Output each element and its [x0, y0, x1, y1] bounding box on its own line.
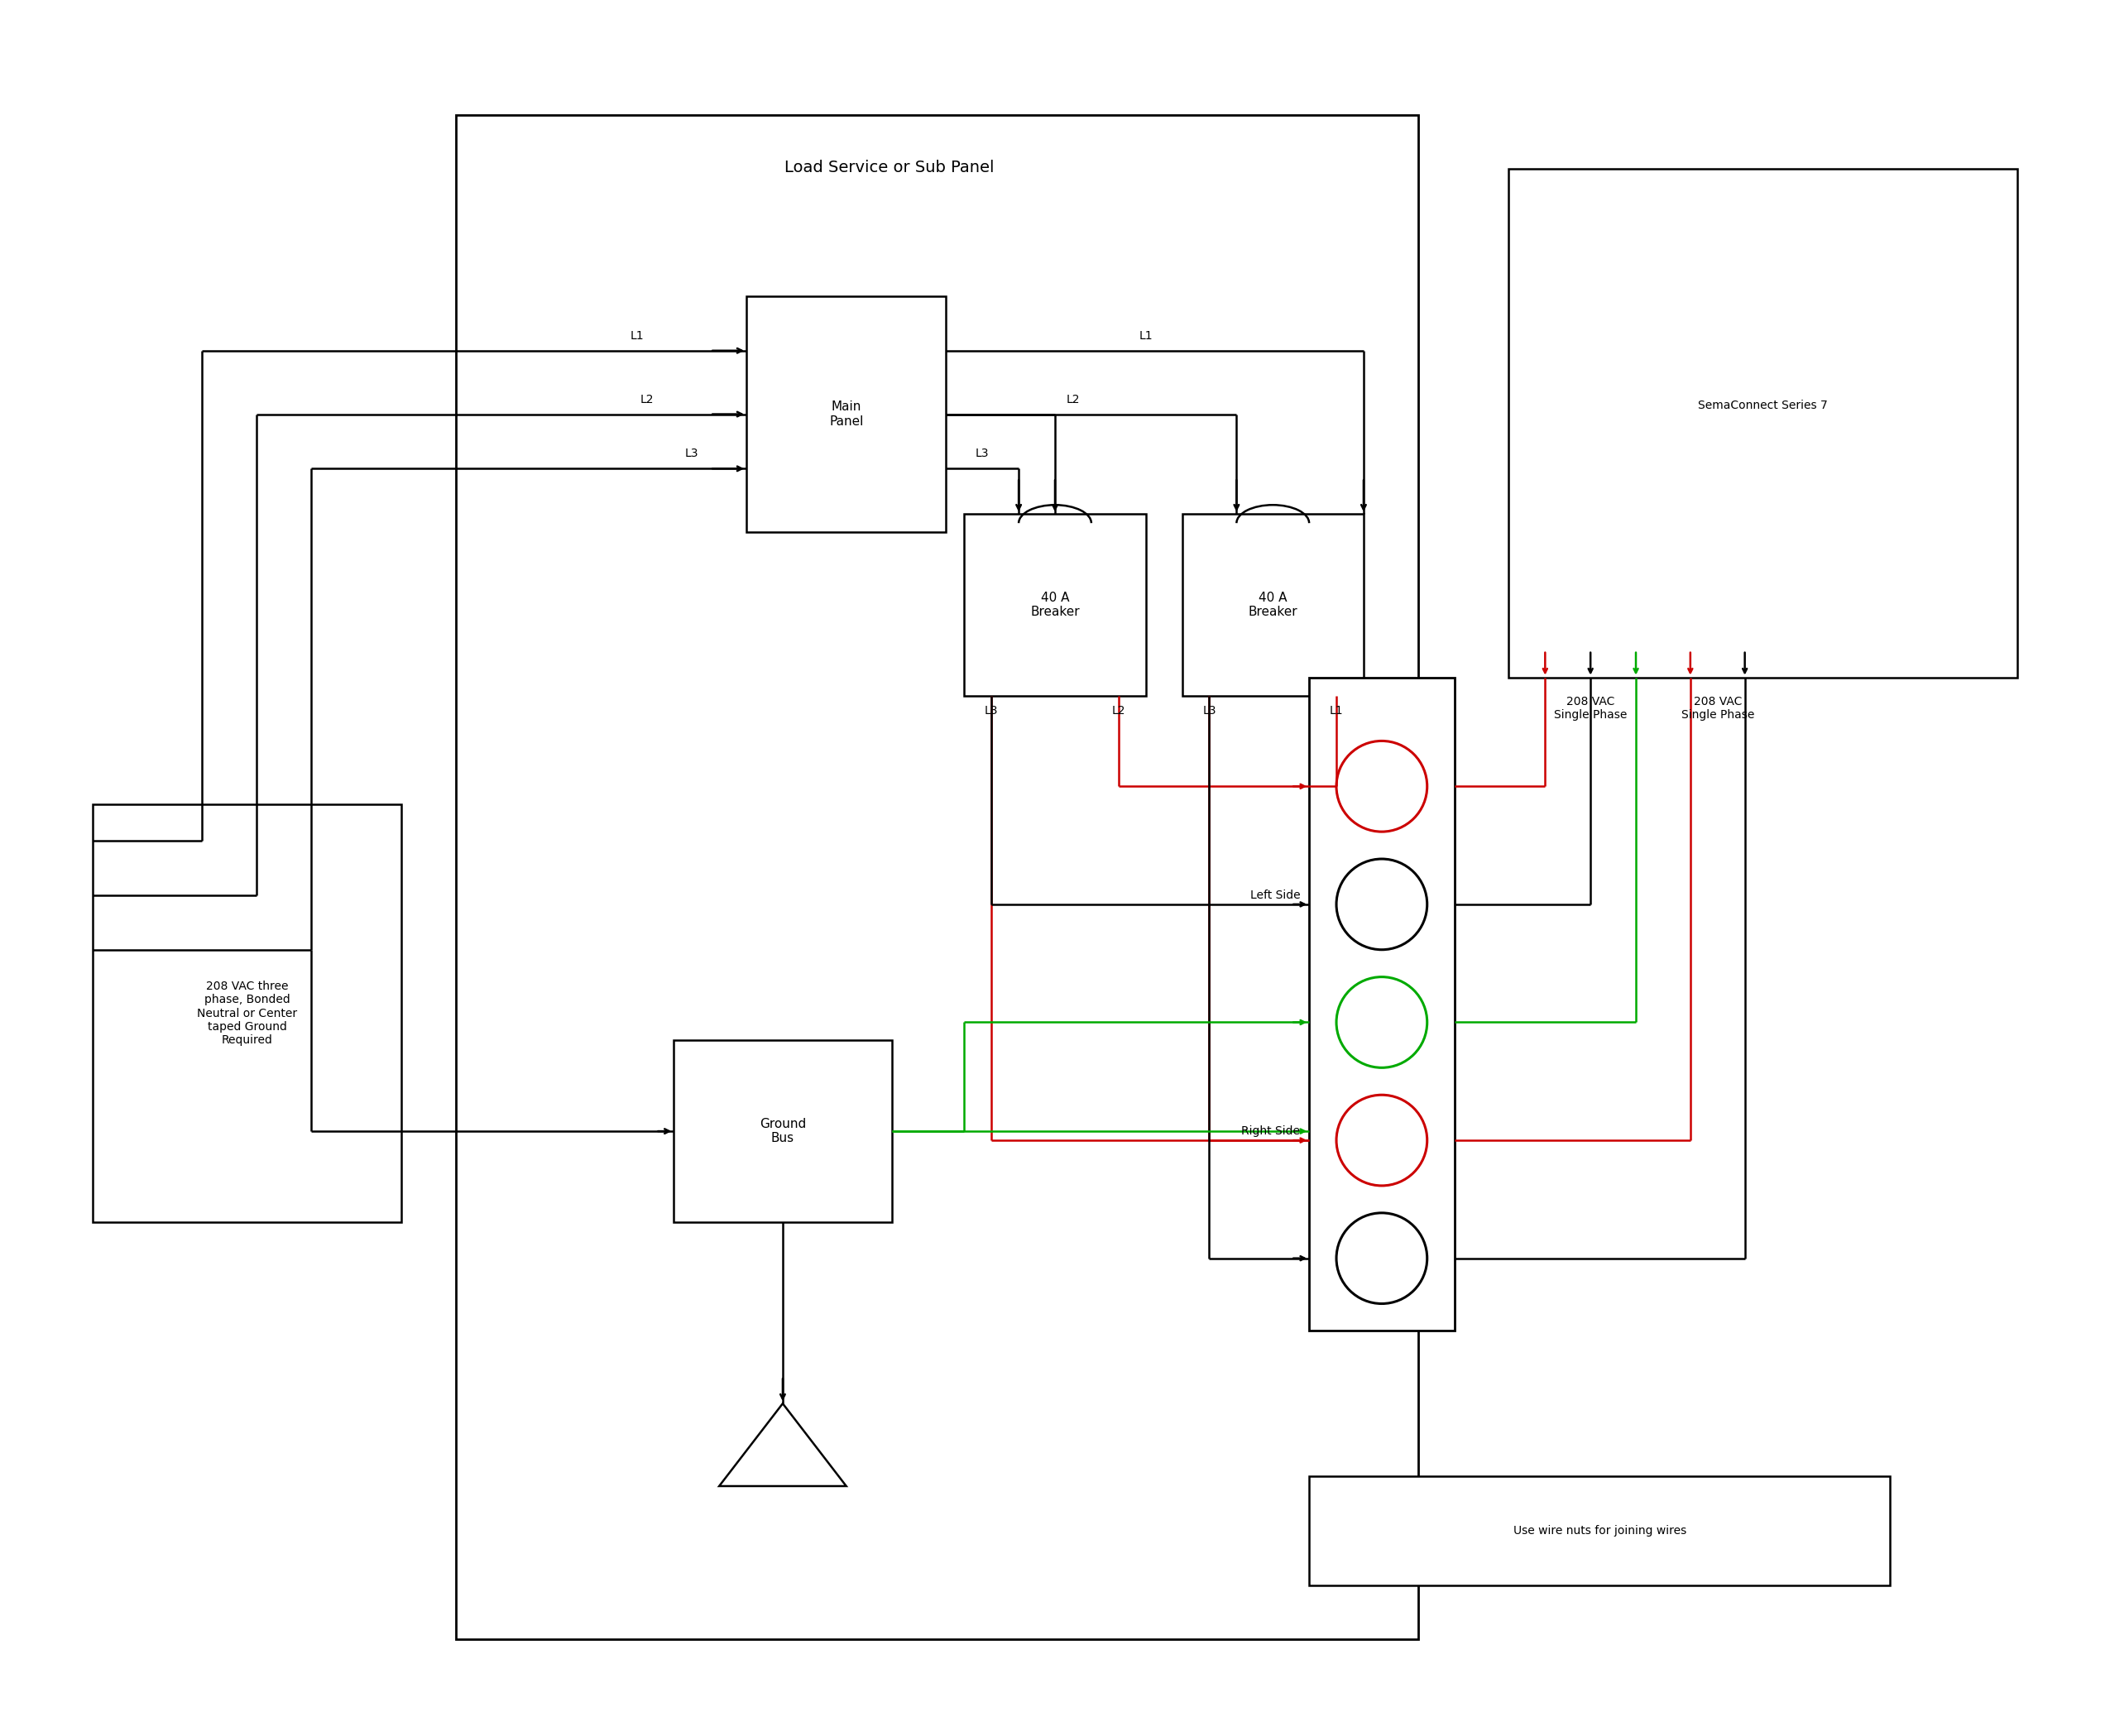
Text: L2: L2 [1066, 394, 1080, 404]
Bar [964, 514, 1146, 696]
Circle shape [1336, 977, 1426, 1068]
Text: 208 VAC three
phase, Bonded
Neutral or Center
taped Ground
Required: 208 VAC three phase, Bonded Neutral or C… [196, 981, 298, 1045]
Bar [1308, 1476, 1891, 1585]
Text: L3: L3 [1203, 705, 1215, 717]
Circle shape [1336, 741, 1426, 832]
Text: 40 A
Breaker: 40 A Breaker [1030, 592, 1080, 618]
Text: L3: L3 [686, 448, 698, 460]
Text: L1: L1 [1329, 705, 1344, 717]
Text: L1: L1 [1139, 330, 1152, 342]
Circle shape [1336, 1095, 1426, 1186]
Text: Right Side: Right Side [1241, 1125, 1300, 1137]
Circle shape [1336, 1213, 1426, 1304]
Text: L3: L3 [975, 448, 990, 460]
Text: Left Side: Left Side [1249, 889, 1300, 901]
Text: 40 A
Breaker: 40 A Breaker [1249, 592, 1298, 618]
Text: L3: L3 [985, 705, 998, 717]
Text: Ground
Bus: Ground Bus [760, 1118, 806, 1144]
Text: SemaConnect Series 7: SemaConnect Series 7 [1699, 399, 1827, 411]
Text: Main
Panel: Main Panel [829, 401, 863, 427]
Bar [456, 115, 1418, 1639]
Text: 208 VAC
Single Phase: 208 VAC Single Phase [1553, 696, 1627, 720]
Text: L2: L2 [639, 394, 654, 404]
Bar [747, 297, 945, 533]
Bar [1182, 514, 1363, 696]
Circle shape [1336, 859, 1426, 950]
Text: L1: L1 [631, 330, 644, 342]
Text: 208 VAC
Single Phase: 208 VAC Single Phase [1682, 696, 1753, 720]
Bar [1509, 168, 2017, 677]
Bar [93, 804, 401, 1222]
Text: Load Service or Sub Panel: Load Service or Sub Panel [785, 160, 994, 175]
Bar [673, 1040, 893, 1222]
Bar [1308, 677, 1454, 1332]
Text: Use wire nuts for joining wires: Use wire nuts for joining wires [1513, 1524, 1686, 1536]
Text: L2: L2 [1112, 705, 1125, 717]
